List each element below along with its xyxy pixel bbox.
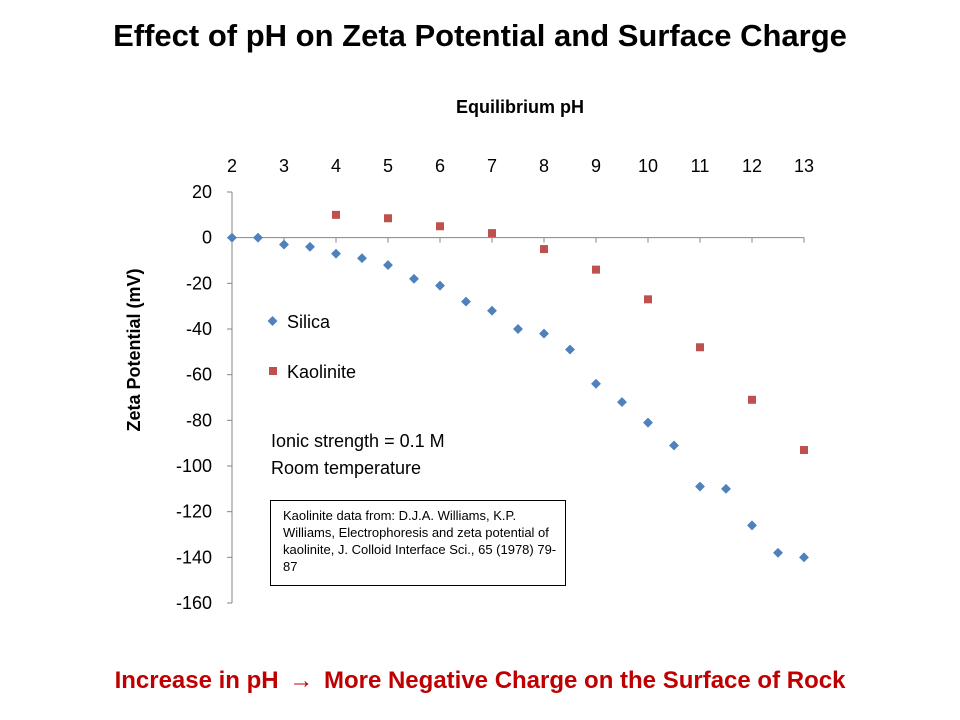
- legend-kaolinite-marker: [269, 367, 277, 375]
- legend: Silica Kaolinite: [267, 312, 356, 382]
- silica-point: [669, 440, 679, 451]
- silica-point: [461, 296, 471, 307]
- kaolinite-point: [436, 222, 444, 231]
- x-tick-label: 9: [591, 156, 601, 176]
- series-silica: [227, 232, 809, 563]
- y-tick-label: -140: [176, 547, 212, 567]
- kaolinite-point: [384, 214, 392, 223]
- y-tick-label: -80: [186, 410, 212, 430]
- series-kaolinite: [332, 210, 808, 455]
- x-tick-label: 12: [742, 156, 762, 176]
- x-tick-label: 8: [539, 156, 549, 176]
- y-tick-label: -120: [176, 502, 212, 522]
- silica-point: [747, 520, 757, 531]
- silica-point: [617, 397, 627, 408]
- kaolinite-point: [644, 295, 652, 304]
- x-tick-labels: 2 3 4 5 6 7 8 9 10 11 12 13: [227, 156, 814, 176]
- silica-point: [253, 232, 263, 243]
- y-tick-label: -100: [176, 456, 212, 476]
- x-tick-label: 13: [794, 156, 814, 176]
- right-arrow-icon: →: [289, 667, 314, 694]
- y-tick-label: 20: [192, 182, 212, 202]
- kaolinite-point: [332, 210, 340, 219]
- annotation-ionic-strength: Ionic strength = 0.1 M: [271, 431, 445, 451]
- footer-conclusion: Increase in pH → More Negative Charge on…: [0, 667, 960, 695]
- silica-point: [357, 253, 367, 264]
- x-tick-label: 7: [487, 156, 497, 176]
- slide-title: Effect of pH on Zeta Potential and Surfa…: [113, 18, 847, 53]
- x-tick-label: 4: [331, 156, 341, 176]
- y-axis-label: Zeta Potential (mV): [124, 268, 144, 431]
- reference-box: Kaolinite data from: D.J.A. Williams, K.…: [270, 500, 566, 586]
- silica-point: [565, 344, 575, 355]
- legend-kaolinite-label: Kaolinite: [287, 362, 356, 382]
- annotation-temperature: Room temperature: [271, 458, 421, 478]
- silica-point: [513, 324, 523, 334]
- kaolinite-point: [540, 245, 548, 254]
- silica-point: [487, 305, 497, 316]
- footer-right-text: More Negative Charge on the Surface of R…: [323, 667, 846, 694]
- kaolinite-point: [748, 395, 756, 404]
- footer-left-text: Increase in pH: [114, 667, 279, 694]
- silica-point: [435, 280, 445, 291]
- silica-point: [695, 481, 705, 492]
- silica-point: [591, 378, 601, 389]
- silica-point: [409, 273, 419, 284]
- kaolinite-point: [488, 229, 496, 238]
- y-tick-label: -160: [176, 593, 212, 613]
- y-tick-label: -60: [186, 365, 212, 385]
- legend-silica-marker: [267, 316, 278, 326]
- silica-point: [331, 248, 341, 259]
- silica-point: [721, 483, 731, 494]
- silica-point: [383, 260, 393, 271]
- y-tick-label: -20: [186, 273, 212, 293]
- x-tick-label: 11: [691, 156, 710, 176]
- x-tick-label: 3: [279, 156, 289, 176]
- legend-entry-silica: Silica: [267, 312, 331, 332]
- silica-point: [279, 239, 289, 250]
- data-points: [227, 210, 809, 563]
- kaolinite-point: [800, 446, 808, 455]
- silica-point: [799, 552, 809, 563]
- silica-point: [227, 232, 237, 243]
- x-axis-label: Equilibrium pH: [456, 97, 584, 117]
- legend-entry-kaolinite: Kaolinite: [269, 362, 356, 382]
- silica-point: [305, 241, 315, 252]
- x-tick-label: 10: [638, 156, 658, 176]
- x-tick-label: 5: [383, 156, 393, 176]
- x-tick-label: 2: [227, 156, 237, 176]
- y-tick-label: 0: [202, 228, 212, 248]
- x-tick-label: 6: [435, 156, 445, 176]
- legend-silica-label: Silica: [287, 312, 331, 332]
- kaolinite-point: [696, 343, 704, 352]
- silica-point: [539, 328, 549, 339]
- y-tick-label: -40: [186, 319, 212, 339]
- y-tick-labels: 20 0 -20 -40 -60 -80 -100 -120 -140 -160: [176, 182, 212, 613]
- silica-point: [773, 547, 783, 558]
- silica-point: [643, 417, 653, 428]
- chart-axes: [227, 191, 805, 604]
- kaolinite-point: [592, 265, 600, 274]
